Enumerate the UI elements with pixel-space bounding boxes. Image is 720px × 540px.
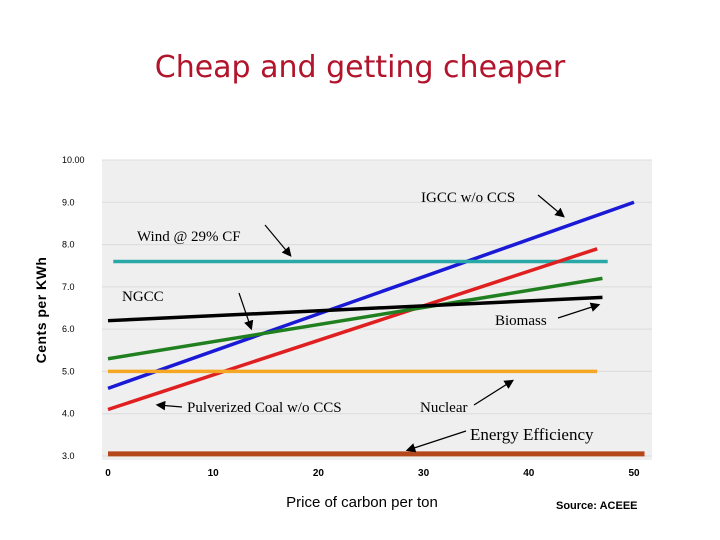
series-line-pulverized-coal-w-o-ccs	[107, 247, 598, 412]
arrow-biomass	[557, 302, 601, 319]
y-tick-label: 9.0	[62, 197, 75, 207]
y-tick-label: 6.0	[62, 324, 75, 334]
y-tick-label: 7.0	[62, 282, 75, 292]
x-tick-label: 40	[523, 468, 535, 479]
x-tick-label: 0	[105, 468, 111, 479]
arrow-pulverized-coal	[155, 400, 183, 411]
arrow-energy-efficiency	[405, 430, 467, 453]
label-energy-efficiency: Energy Efficiency	[470, 425, 594, 444]
y-tick-label: 5.0	[62, 366, 75, 376]
y-tick-label: 10.00	[62, 155, 85, 165]
source-note: Source: ACEEE	[556, 500, 638, 512]
x-axis-label: Price of carbon per ton	[286, 494, 438, 511]
series-line-biomass	[107, 276, 603, 361]
x-tick-label: 50	[628, 468, 640, 479]
y-tick-label: 3.0	[62, 451, 75, 461]
x-tick-labels: 0 10 20 30 40 50	[105, 468, 640, 479]
label-pulverized-coal: Pulverized Coal w/o CCS	[187, 400, 342, 416]
series-line-ngcc	[107, 295, 603, 323]
series-lines	[107, 200, 645, 457]
y-tick-label: 8.0	[62, 240, 75, 250]
arrow-ngcc	[238, 292, 254, 331]
x-tick-label: 10	[208, 468, 220, 479]
series-line-igcc-w-o-ccs	[107, 200, 635, 390]
label-nuclear: Nuclear	[420, 400, 467, 416]
arrow-nuclear	[473, 379, 515, 406]
y-tick-label: 4.0	[62, 409, 75, 419]
plot-area	[102, 160, 652, 460]
y-tick-labels: 3.0 4.0 5.0 6.0 7.0 8.0 9.0 10.00	[62, 155, 85, 461]
label-ngcc: NGCC	[122, 289, 164, 305]
y-axis-label: Cents per KWh	[33, 256, 49, 364]
arrow-wind	[264, 224, 292, 257]
x-tick-label: 30	[418, 468, 430, 479]
arrow-igcc	[537, 194, 565, 218]
label-igcc: IGCC w/o CCS	[421, 190, 515, 206]
label-wind: Wind @ 29% CF	[137, 229, 241, 245]
x-tick-label: 20	[313, 468, 325, 479]
label-biomass: Biomass	[495, 313, 547, 329]
chart-title: Cheap and getting cheaper	[154, 50, 566, 85]
